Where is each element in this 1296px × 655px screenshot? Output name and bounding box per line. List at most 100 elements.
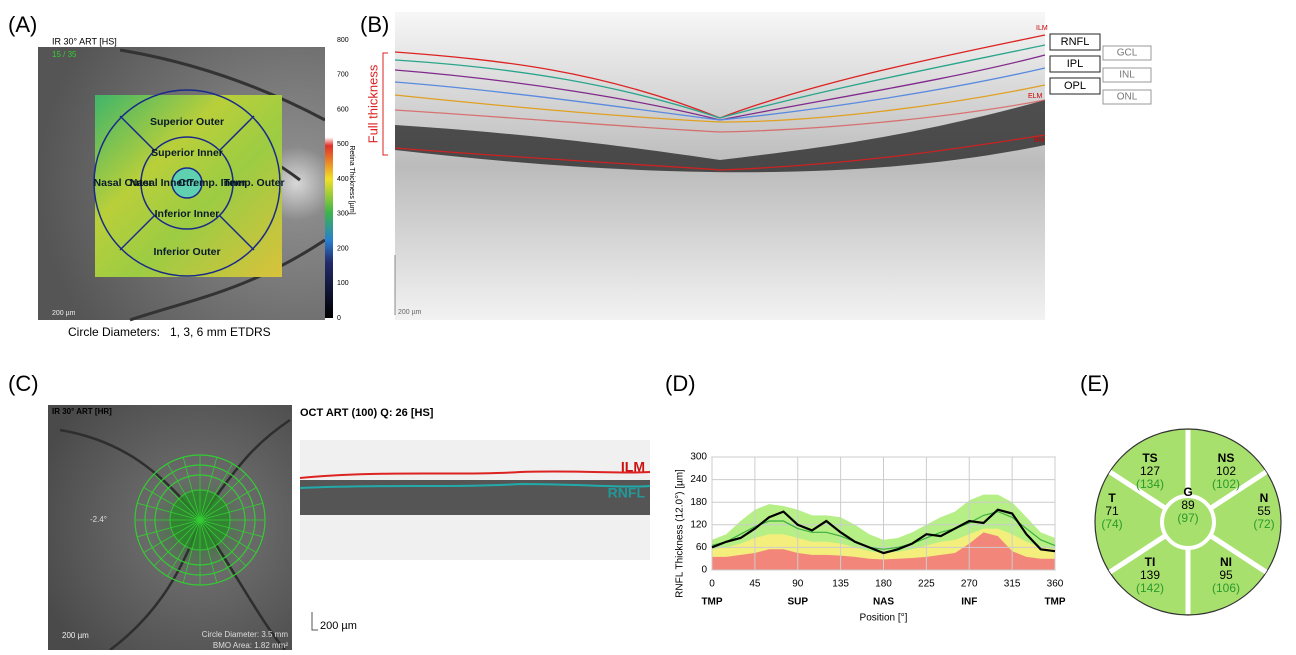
panel-label: (D) (665, 371, 696, 396)
layer-label: INL (1119, 70, 1135, 81)
spoke (153, 519, 201, 567)
y-axis-label: RNFL Thickness (12.0°) [µm] (675, 469, 686, 598)
layer-box (1049, 33, 1101, 51)
sector-reference: (102) (1212, 477, 1240, 491)
sector-reference: (142) (1136, 581, 1164, 595)
scale-bar: 200 µm (62, 631, 89, 640)
sector-value: 139 (1140, 568, 1160, 582)
rpe-band (395, 100, 1045, 173)
spoke (143, 487, 201, 521)
layer-boxes: RNFL GCL IPL INL OPL ONL (1049, 33, 1152, 105)
colorbar-tick-label: 0 (337, 315, 341, 322)
sector-name: T (1108, 491, 1116, 505)
rnfl-line (299, 482, 651, 489)
layer-box (1102, 89, 1152, 105)
sector-name: G (1183, 485, 1192, 499)
sector-name: TI (1145, 555, 1156, 569)
colorbar-tick-label: 200 (337, 245, 349, 252)
fundus-image (48, 405, 292, 650)
sector-reference: (134) (1136, 477, 1164, 491)
ilm-line (299, 470, 651, 479)
x-axis-label: Position [°] (860, 613, 908, 624)
edge-label: ELM (1028, 93, 1043, 100)
spoke (199, 457, 218, 521)
sector-dividers (1108, 430, 1268, 614)
edge-label: ILM (1036, 25, 1048, 32)
x-tick-label: 45 (749, 579, 761, 590)
colorbar-tick-label: 500 (337, 141, 349, 148)
vessels (59, 418, 291, 651)
spoke (153, 473, 201, 521)
oct-title: OCT ART (100) Q: 26 [HS] (300, 407, 434, 419)
sector-label: TMP (701, 597, 722, 608)
spoke (167, 463, 201, 521)
line (711, 508, 1056, 555)
circle-diameter: Circle Diameter: 3.5 mm (202, 630, 289, 639)
x-tick-label: 360 (1047, 579, 1064, 590)
layer-label: ONL (1117, 92, 1138, 103)
edge-label: BM (1034, 137, 1045, 144)
etdrs-grid (93, 89, 281, 277)
spoke (199, 487, 257, 521)
spoke (199, 519, 233, 577)
sector-value: 102 (1216, 464, 1236, 478)
layer-label: GCL (1117, 48, 1138, 59)
scale-bar-line (311, 612, 318, 631)
panel-label: (E) (1080, 371, 1109, 396)
image-title: IR 30° ART [HR] (52, 407, 112, 416)
bracket-label: Full thickness (365, 64, 380, 143)
spoke (199, 463, 233, 521)
x-tick-label: 225 (918, 579, 935, 590)
x-tick-label: 315 (1004, 579, 1021, 590)
colorbar (325, 40, 333, 318)
rnfl-chart: 0 60 120 180 240 300 0 45 90 135 180 225 270 315 360 TM… (675, 452, 1066, 624)
sector-label: Temp. Outer (223, 177, 284, 189)
y-tick-label: 180 (690, 497, 707, 508)
x-tick-label: 270 (961, 579, 978, 590)
panel-label: (B) (360, 12, 389, 37)
sector-value: 127 (1140, 464, 1160, 478)
sector-reference: (97) (1177, 511, 1198, 525)
sector-label: Superior Outer (150, 116, 224, 128)
sector-label: Inferior Inner (155, 208, 220, 220)
layer-box (1102, 45, 1152, 61)
layer-lines (394, 34, 1046, 171)
layer-box (1049, 77, 1101, 95)
image-counter: 15 / 35 (52, 50, 77, 59)
colorbar-tick-label: 300 (337, 211, 349, 218)
sector-label: TMP (1044, 597, 1065, 608)
y-tick-label: 60 (696, 542, 708, 553)
spoke (199, 519, 247, 567)
layer-label: IPL (1067, 58, 1084, 70)
x-tick-label: 0 (709, 579, 715, 590)
y-tick-label: 0 (701, 565, 707, 576)
colorbar-tick-label: 400 (337, 176, 349, 183)
sector-name: NS (1218, 451, 1235, 465)
scan-spokes (135, 455, 265, 585)
layer-label: RNFL (1061, 36, 1090, 48)
spoke (199, 502, 263, 521)
sector-reference: (72) (1253, 517, 1274, 531)
spoke (167, 519, 201, 577)
panel-label: (A) (8, 12, 37, 37)
sector-name: TS (1142, 451, 1157, 465)
x-tick-label: 90 (792, 579, 804, 590)
sector-label: Nasal Inner (130, 177, 187, 189)
global-sector (1160, 494, 1216, 550)
etdrs-labels: Superior Outer Superior Inner Nasal Oute… (94, 116, 285, 258)
sector-name: NI (1220, 555, 1232, 569)
layer-box (1102, 67, 1152, 83)
sector-label: INF (961, 597, 977, 608)
footer-label: Circle Diameters: (68, 325, 160, 339)
spoke (182, 519, 201, 583)
sector-reference: (74) (1101, 517, 1122, 531)
colorbar-tick-label: 700 (337, 72, 349, 79)
spoke (182, 457, 201, 521)
sector-value: 55 (1257, 504, 1271, 518)
scale-bar: 200 µm (52, 310, 76, 317)
layer-label: RNFL (608, 485, 646, 501)
spoke (137, 519, 201, 538)
sector-label: Superior Inner (151, 147, 223, 159)
